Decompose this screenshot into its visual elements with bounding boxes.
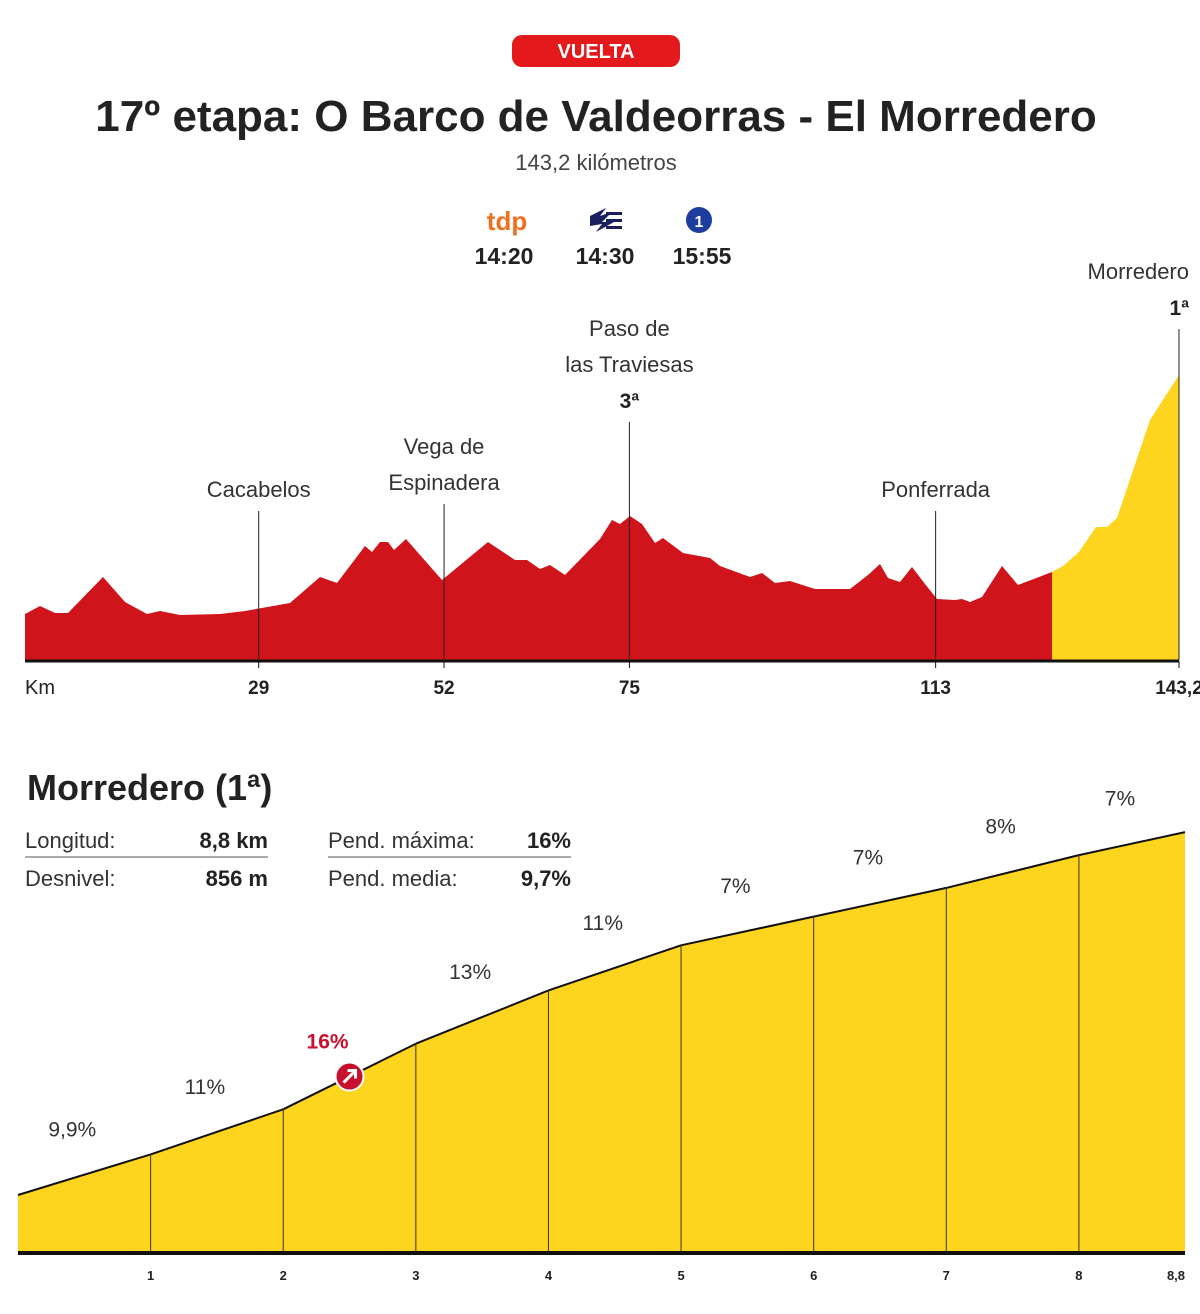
x-axis-label: Km [25, 677, 55, 699]
gradient-label: 11% [185, 1076, 225, 1099]
broadcast-time: 14:30 [576, 243, 635, 269]
x-tick-label: 7 [943, 1268, 950, 1283]
tag-badge [512, 35, 680, 67]
gradient-segment [415, 989, 549, 1045]
tve-logo-text: 1 [695, 214, 704, 231]
broadcast-time: 15:55 [673, 243, 732, 269]
final-climb-profile [1052, 375, 1179, 660]
tag: VUELTA [557, 41, 634, 63]
gradient-label: 11% [583, 912, 623, 935]
max-gradient-arrow [342, 1069, 358, 1084]
stat-value: 16% [527, 828, 571, 853]
place-label: Vega de [404, 434, 485, 459]
x-tick-label: 8 [1075, 1268, 1082, 1283]
stage-profile [25, 516, 1052, 660]
climb-category: 1ª [1170, 297, 1190, 320]
climb-title: Morredero (1ª) [27, 767, 272, 808]
x-tick-label: 3 [412, 1268, 419, 1283]
x-tick-label: 52 [433, 678, 454, 699]
place-label: las Traviesas [565, 352, 693, 377]
tve-logo [686, 207, 712, 233]
tdp-logo: tdp [487, 206, 527, 236]
x-tick-label: 75 [619, 678, 641, 699]
gradient-label: 8% [985, 816, 1015, 839]
place-label: Morredero [1088, 259, 1189, 284]
subtitle: 143,2 kilómetros [515, 150, 676, 175]
climb-category: 3ª [620, 390, 640, 413]
title: 17º etapa: O Barco de Valdeorras - El Mo… [95, 92, 1097, 141]
gradient-segment [548, 944, 682, 992]
gradient-label: 9,9% [48, 1119, 96, 1142]
stat-value: 9,7% [521, 866, 571, 891]
broadcast-time: 14:20 [475, 243, 534, 269]
place-label: Ponferrada [881, 477, 991, 502]
x-tick-label: 2 [280, 1268, 287, 1283]
gradient-label: 7% [720, 875, 750, 898]
place-label: Paso de [589, 316, 670, 341]
x-tick-label: 6 [810, 1268, 817, 1283]
gradient-label: 16% [307, 1031, 349, 1054]
stat-label: Longitud: [25, 828, 116, 853]
stat-label: Pend. media: [328, 866, 458, 891]
stat-label: Desnivel: [25, 866, 115, 891]
gradient-segment [1078, 831, 1186, 857]
gradient-label: 13% [449, 961, 491, 984]
x-tick-label: 113 [920, 678, 951, 699]
stat-value: 8,8 km [200, 828, 269, 853]
gradient-segment [946, 854, 1080, 889]
gradient-label: 7% [853, 846, 883, 869]
stat-label: Pend. máxima: [328, 828, 475, 853]
gradient-segment [680, 915, 814, 947]
x-tick-label: 8,8 [1167, 1268, 1185, 1283]
x-tick-label: 5 [677, 1268, 684, 1283]
stat-value: 856 m [206, 866, 268, 891]
place-label: Cacabelos [207, 477, 311, 502]
eurosport-logo [590, 208, 622, 232]
gradient-label: 7% [1105, 788, 1135, 811]
x-tick-label: 143,2 [1155, 678, 1200, 699]
x-tick-label: 29 [248, 678, 269, 699]
x-tick-label: 1 [147, 1268, 154, 1283]
gradient-segment [150, 1108, 284, 1156]
climb-area [18, 832, 1185, 1253]
x-tick-label: 4 [545, 1268, 553, 1283]
gradient-segment [813, 886, 947, 918]
place-label: Espinadera [388, 470, 500, 495]
gradient-segment [17, 1153, 151, 1196]
